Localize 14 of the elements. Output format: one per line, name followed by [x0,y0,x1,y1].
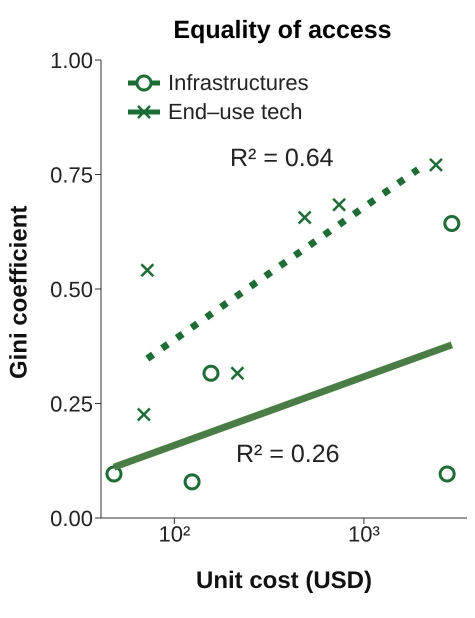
y-axis-title: Gini coefficient [6,206,33,379]
y-tick-label: 0.00 [50,506,93,531]
x-tick-label: 10³ [348,522,380,547]
x-tick-label: 10² [158,522,190,547]
chart-title: Equality of access [173,16,392,44]
y-tick-label: 0.25 [50,391,93,416]
legend-label: Infrastructures [168,69,309,97]
y-tick-label: 0.50 [50,276,93,302]
y-tick-label: 0.75 [50,162,93,188]
annotation: R² = 0.26 [236,440,340,469]
annotation: R² = 0.64 [230,144,334,173]
legend-label: End–use tech [168,98,303,126]
y-tick-label: 1.00 [50,48,93,73]
x-axis-title: Unit cost (USD) [196,567,372,594]
